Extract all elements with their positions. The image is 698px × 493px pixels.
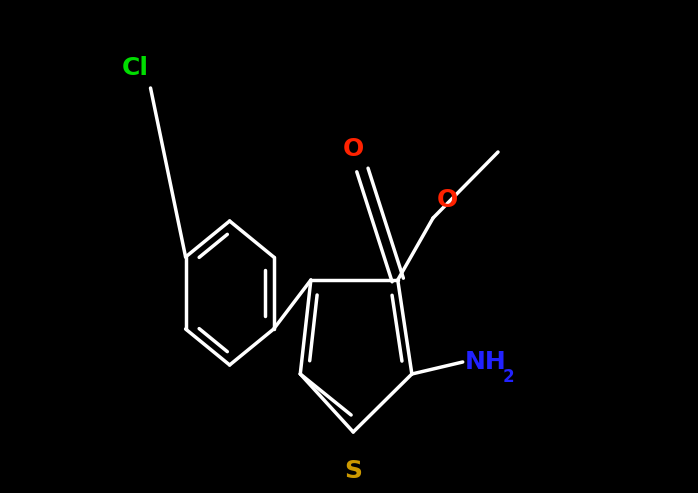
Text: O: O xyxy=(437,188,459,212)
Text: O: O xyxy=(343,137,364,161)
Text: 2: 2 xyxy=(502,368,514,386)
Text: S: S xyxy=(344,459,362,483)
Text: Cl: Cl xyxy=(121,56,149,80)
Text: NH: NH xyxy=(465,350,507,374)
